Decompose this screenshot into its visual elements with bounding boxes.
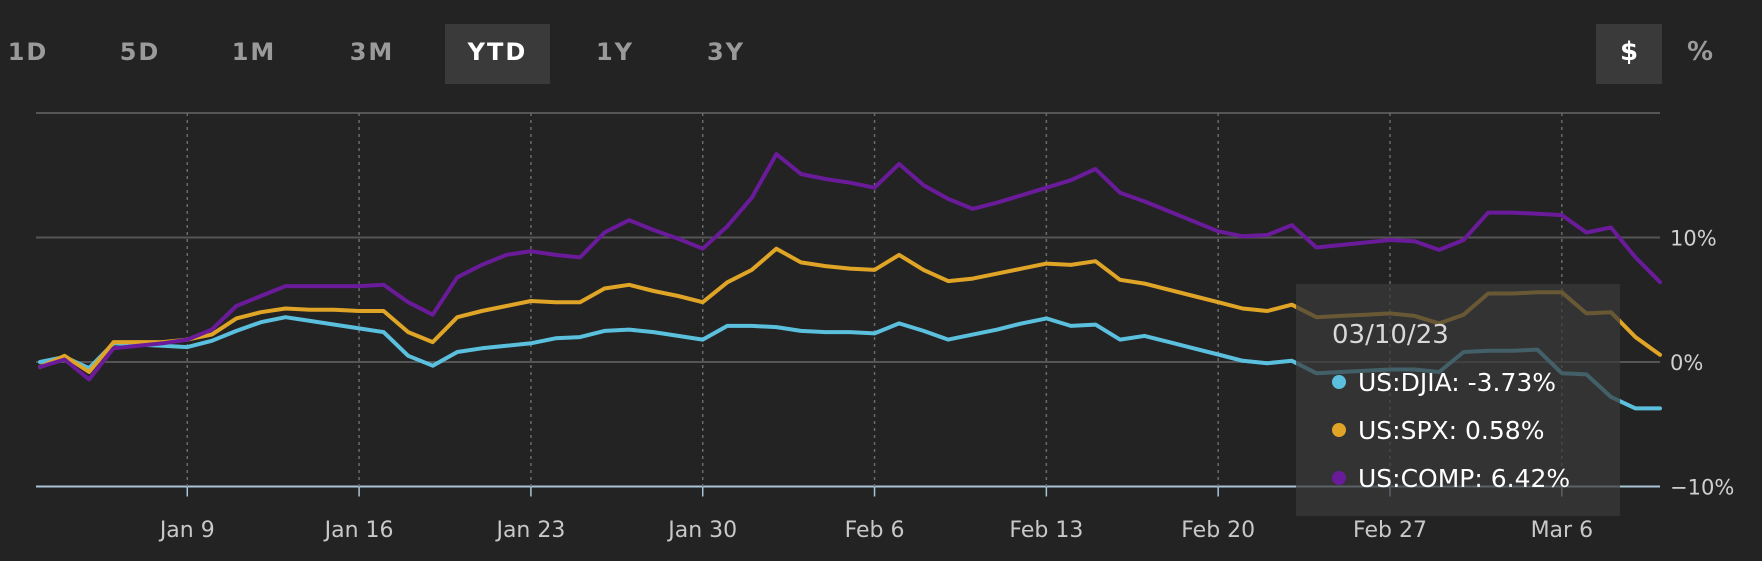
- tooltip-spx-label: US:SPX: 0.58%: [1358, 416, 1545, 445]
- tooltip-comp-label: US:COMP: 6.42%: [1358, 464, 1571, 493]
- tooltip-date: 03/10/23: [1332, 320, 1449, 350]
- x-tick-label: Jan 30: [666, 518, 737, 543]
- tab-ytd[interactable]: YTD: [445, 24, 550, 84]
- y-tick-label: 0%: [1670, 351, 1703, 375]
- hover-tooltip: 03/10/23 US:DJIA: -3.73% US:SPX: 0.58% U…: [1296, 284, 1620, 516]
- djia-legend-dot: [1332, 375, 1346, 389]
- x-tick-label: Jan 23: [494, 518, 565, 543]
- tab-3y[interactable]: 3Y: [706, 38, 746, 66]
- x-tick-label: Feb 6: [845, 518, 905, 543]
- spx-legend-dot: [1332, 423, 1346, 437]
- tab-3m[interactable]: 3M: [349, 38, 395, 66]
- tooltip-djia-label: US:DJIA: -3.73%: [1358, 368, 1557, 397]
- y-tick-label: 10%: [1670, 227, 1717, 251]
- tab-5d[interactable]: 5D: [119, 38, 161, 66]
- x-tick-label: Feb 13: [1009, 518, 1083, 543]
- dollar-toggle-button[interactable]: $: [1596, 24, 1662, 84]
- tab-1y[interactable]: 1Y: [595, 38, 635, 66]
- series-line-comp: [38, 152, 1662, 382]
- x-tick-label: Jan 16: [323, 518, 394, 543]
- range-tabs: 1D 5D 1M 3M YTD 1Y 3Y: [0, 24, 1762, 84]
- y-axis-labels: 10% 0% −10%: [1670, 227, 1734, 500]
- tab-1m[interactable]: 1M: [231, 38, 277, 66]
- x-tick-label: Feb 27: [1353, 518, 1427, 543]
- tab-1d[interactable]: 1D: [7, 38, 49, 66]
- x-tick-label: Feb 20: [1181, 518, 1255, 543]
- x-tick-label: Mar 6: [1531, 518, 1594, 543]
- comp-legend-dot: [1332, 471, 1346, 485]
- x-axis-labels: Jan 9 Jan 16 Jan 23 Jan 30 Feb 6 Feb 13 Feb 20…: [158, 518, 1593, 543]
- tooltip-row-djia: US:DJIA: -3.73%: [1332, 368, 1556, 402]
- tooltip-row-spx: US:SPX: 0.58%: [1332, 416, 1544, 450]
- percent-toggle-button[interactable]: %: [1686, 37, 1714, 67]
- tooltip-row-comp: US:COMP: 6.42%: [1332, 464, 1570, 498]
- y-tick-label: −10%: [1670, 476, 1734, 500]
- x-tick-label: Jan 9: [158, 518, 215, 543]
